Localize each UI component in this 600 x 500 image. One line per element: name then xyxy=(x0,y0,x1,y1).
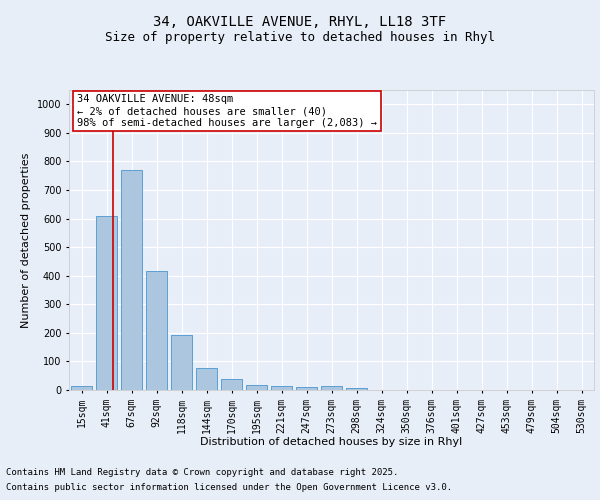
Bar xyxy=(346,388,367,390)
Bar xyxy=(96,216,117,390)
Bar xyxy=(71,386,92,390)
Bar xyxy=(121,170,142,390)
Bar xyxy=(196,368,217,390)
Bar xyxy=(246,385,267,390)
Text: Size of property relative to detached houses in Rhyl: Size of property relative to detached ho… xyxy=(105,31,495,44)
Bar xyxy=(321,386,342,390)
Text: Contains public sector information licensed under the Open Government Licence v3: Contains public sector information licen… xyxy=(6,483,452,492)
Bar xyxy=(221,379,242,390)
Text: Contains HM Land Registry data © Crown copyright and database right 2025.: Contains HM Land Registry data © Crown c… xyxy=(6,468,398,477)
Bar xyxy=(296,387,317,390)
X-axis label: Distribution of detached houses by size in Rhyl: Distribution of detached houses by size … xyxy=(200,437,463,447)
Y-axis label: Number of detached properties: Number of detached properties xyxy=(22,152,31,328)
Bar xyxy=(146,272,167,390)
Bar xyxy=(271,386,292,390)
Bar xyxy=(171,335,192,390)
Text: 34, OAKVILLE AVENUE, RHYL, LL18 3TF: 34, OAKVILLE AVENUE, RHYL, LL18 3TF xyxy=(154,16,446,30)
Text: 34 OAKVILLE AVENUE: 48sqm
← 2% of detached houses are smaller (40)
98% of semi-d: 34 OAKVILLE AVENUE: 48sqm ← 2% of detach… xyxy=(77,94,377,128)
